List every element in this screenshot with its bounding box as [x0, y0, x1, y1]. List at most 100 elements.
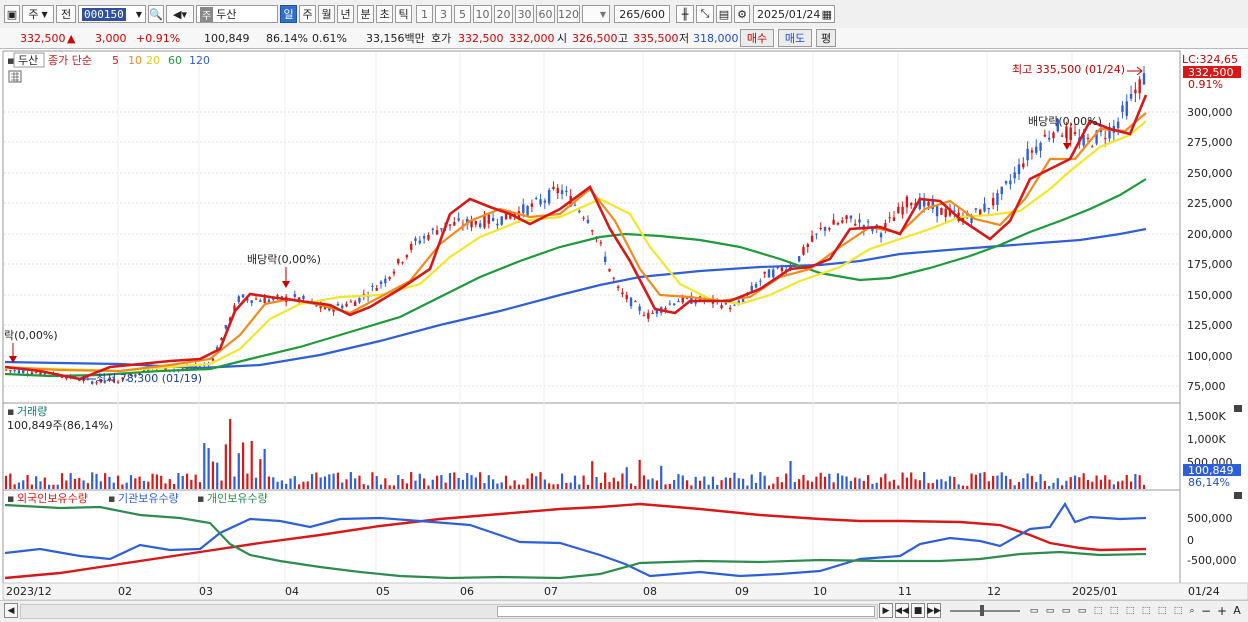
zoom-slider[interactable]: [950, 605, 1020, 616]
average-button[interactable]: 평: [816, 29, 836, 47]
stock-name-field[interactable]: 주 두산: [196, 5, 278, 23]
candle-body: [375, 287, 378, 291]
prev-button[interactable]: 전: [56, 5, 76, 23]
period-month-tab[interactable]: 월: [318, 5, 335, 23]
pattern-icon-5[interactable]: ⬚: [1157, 605, 1167, 616]
data-count-input[interactable]: 265/600: [614, 5, 670, 23]
volume-bar: [892, 479, 896, 489]
volume-bar: [750, 474, 753, 489]
period-second-tab[interactable]: 초: [376, 5, 393, 23]
gear-icon[interactable]: ⚙: [734, 5, 750, 23]
candle-body: [1095, 130, 1098, 144]
volume-bar: [479, 472, 482, 489]
custom-interval-select[interactable]: ▼: [582, 5, 610, 23]
volume-bar: [1000, 472, 1003, 489]
period-day-tab[interactable]: 일: [280, 5, 297, 23]
interval-10-button[interactable]: 10: [473, 5, 492, 23]
ask-label: 호가: [431, 32, 452, 45]
interval-1-button[interactable]: 1: [416, 5, 433, 23]
stock-code-input[interactable]: 000150 ▼: [78, 5, 146, 23]
fast-forward-icon[interactable]: ▶▶: [927, 603, 941, 618]
candle-body: [1091, 146, 1094, 148]
pattern-icon-6[interactable]: ⬚: [1173, 605, 1183, 616]
grid-toggle-icon[interactable]: [8, 70, 22, 83]
volume-bar: [9, 473, 12, 489]
volume-bar: [1112, 484, 1115, 489]
volume-info: 100,849주(86,14%): [7, 419, 113, 432]
volume-bar: [556, 484, 559, 489]
search-icon[interactable]: 🔍: [148, 5, 164, 23]
candle-body: [263, 297, 266, 304]
volume-bar: [487, 475, 490, 489]
zoom-out-icon[interactable]: −: [1200, 603, 1212, 618]
current-percent-tag: 0.91%: [1188, 78, 1223, 91]
volume-bar: [569, 482, 572, 489]
pattern-icon-2[interactable]: ⬚: [1109, 605, 1119, 616]
candle-body: [638, 306, 641, 311]
calendar-icon[interactable]: ▦: [821, 7, 832, 21]
period-tick-tab[interactable]: 틱: [395, 5, 412, 23]
volume-bar: [104, 473, 107, 489]
candle-body: [625, 294, 628, 300]
volume-bar: [535, 476, 538, 489]
speaker-icon[interactable]: ◀▾: [166, 5, 194, 23]
pattern-icon-4[interactable]: ⬚: [1141, 605, 1151, 616]
volume-axis-label: 1,000K: [1187, 433, 1226, 446]
volume-bar: [530, 473, 533, 489]
interval-60-button[interactable]: 60: [536, 5, 555, 23]
period-minute-tab[interactable]: 분: [357, 5, 374, 23]
scrollbar-track[interactable]: [20, 604, 878, 619]
buy-button[interactable]: 매수: [740, 29, 774, 47]
volume-bar: [573, 475, 577, 489]
scroll-right-icon[interactable]: ▶: [879, 603, 893, 618]
market-type-select[interactable]: 주 ▼: [22, 5, 54, 23]
volume-bar: [354, 478, 357, 489]
data-count-value: 265: [619, 7, 641, 21]
chart-area[interactable]: ▪ 두산 종가 단순 5 10 20 60 120 최고 335,500 (01…: [0, 49, 1248, 601]
interval-30-button[interactable]: 30: [515, 5, 534, 23]
volume-bar: [483, 483, 486, 489]
legend-line-type: 종가 단순: [48, 54, 92, 67]
candle-body: [737, 300, 741, 304]
rewind-icon[interactable]: ◀◀: [895, 603, 909, 618]
interval-3-button[interactable]: 3: [435, 5, 452, 23]
volume-bar: [164, 483, 167, 489]
candle-body: [336, 303, 340, 306]
layout-icon-2[interactable]: ▭: [1045, 605, 1055, 616]
volume-bar: [414, 480, 417, 489]
candle-body: [1108, 126, 1111, 139]
layout-icon-3[interactable]: ▭: [1061, 605, 1071, 616]
chart-menu-icon[interactable]: ▪: [7, 54, 14, 67]
save-icon[interactable]: ▤: [716, 5, 732, 23]
period-year-tab[interactable]: 년: [337, 5, 354, 23]
pattern-icon-3[interactable]: ⬚: [1125, 605, 1135, 616]
zoom-in-icon[interactable]: +: [1216, 603, 1228, 618]
close-icon[interactable]: [1234, 405, 1242, 412]
zoom-slider-handle[interactable]: [980, 605, 984, 616]
scrollbar-thumb[interactable]: [497, 606, 875, 617]
layout-icon-1[interactable]: ▭: [1029, 605, 1039, 616]
interval-120-button[interactable]: 120: [557, 5, 580, 23]
drawing-tool-icon[interactable]: ⤡: [696, 5, 714, 23]
sell-button[interactable]: 매도: [778, 29, 812, 47]
volume-bar: [780, 482, 784, 489]
period-week-tab[interactable]: 주: [299, 5, 316, 23]
stop-icon[interactable]: ■: [911, 603, 925, 618]
x-axis-label: 02: [118, 585, 132, 598]
candle-body: [384, 278, 387, 284]
volume-bar: [185, 473, 189, 489]
date-input[interactable]: 2025/01/24 ▦: [753, 5, 835, 23]
candle-icon[interactable]: ╫: [676, 5, 694, 23]
search-icon[interactable]: ⌕: [1189, 605, 1195, 616]
interval-5-button[interactable]: 5: [454, 5, 471, 23]
font-size-icon[interactable]: A: [1233, 604, 1241, 617]
candle-body: [397, 258, 400, 264]
volume-bar: [970, 473, 973, 489]
layout-icon-4[interactable]: ▭: [1077, 605, 1087, 616]
interval-20-button[interactable]: 20: [494, 5, 513, 23]
chart-menu-icon[interactable]: ▣: [4, 5, 20, 23]
scroll-left-icon[interactable]: ◀: [4, 603, 18, 618]
pattern-icon-1[interactable]: ⬚: [1093, 605, 1103, 616]
close-icon[interactable]: [1234, 492, 1242, 499]
candle-body: [13, 370, 16, 372]
